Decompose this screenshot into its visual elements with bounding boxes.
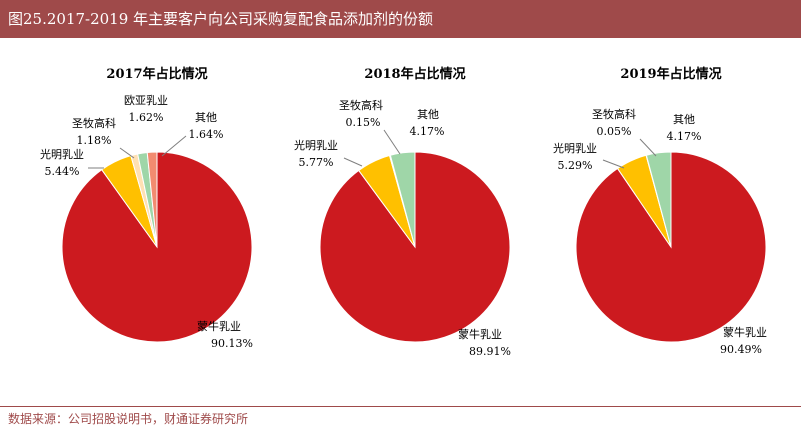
leader-line-2-1 — [602, 159, 625, 169]
slice-value-2-3: 4.17% — [667, 130, 702, 143]
slice-value-0-0: 90.13% — [211, 337, 253, 350]
slice-value-1-0: 89.91% — [469, 345, 511, 358]
slice-label-2-1: 光明乳业 — [553, 141, 597, 155]
pie-slice-2-3 — [645, 151, 672, 248]
slice-value-0-1: 5.44% — [45, 165, 80, 178]
slice-label-1-1: 光明乳业 — [294, 138, 338, 152]
slice-label-1-2: 圣牧高科 — [339, 98, 383, 112]
pie-title-1: 2018年占比情况 — [364, 66, 465, 82]
source-note: 数据来源：公司招股说明书，财通证券研究所 — [8, 412, 249, 426]
slice-label-2-3: 其他 — [673, 113, 695, 126]
slice-value-2-2: 0.05% — [597, 125, 632, 138]
pie-title-0: 2017年占比情况 — [106, 66, 207, 82]
slice-label-0-1: 光明乳业 — [40, 147, 84, 161]
slice-value-0-2: 1.18% — [77, 134, 112, 147]
pie-title-2: 2019年占比情况 — [620, 66, 721, 82]
slice-value-2-0: 90.49% — [720, 343, 762, 356]
leader-line-1-2 — [383, 129, 401, 155]
leader-line-0-4 — [161, 135, 187, 157]
slice-label-2-0: 蒙牛乳业 — [723, 325, 767, 339]
slice-label-2-2: 圣牧高科 — [592, 107, 636, 121]
slice-label-0-2: 圣牧高科 — [72, 116, 116, 130]
leader-line-0-2 — [119, 147, 135, 159]
slice-value-0-4: 1.64% — [189, 128, 224, 141]
pie-slice-1-3 — [389, 151, 416, 248]
slice-value-1-2: 0.15% — [346, 116, 381, 129]
slice-value-0-3: 1.62% — [129, 111, 164, 124]
figure-title: 图25.2017-2019 年主要客户向公司采购复配食品添加剂的份额 — [0, 0, 801, 38]
slice-label-0-3: 欧亚乳业 — [124, 94, 168, 107]
pie-slice-0-4 — [146, 151, 158, 248]
bottom-divider — [0, 406, 801, 407]
slice-value-1-1: 5.77% — [299, 156, 334, 169]
slice-label-1-0: 蒙牛乳业 — [458, 327, 502, 341]
slice-label-0-0: 蒙牛乳业 — [197, 319, 241, 333]
leader-line-2-2 — [639, 138, 657, 157]
slice-value-1-3: 4.17% — [410, 125, 445, 138]
slice-value-2-1: 5.29% — [558, 159, 593, 172]
slice-label-0-4: 其他 — [195, 111, 217, 124]
slice-label-1-3: 其他 — [417, 108, 439, 121]
leader-line-1-1 — [343, 157, 363, 167]
